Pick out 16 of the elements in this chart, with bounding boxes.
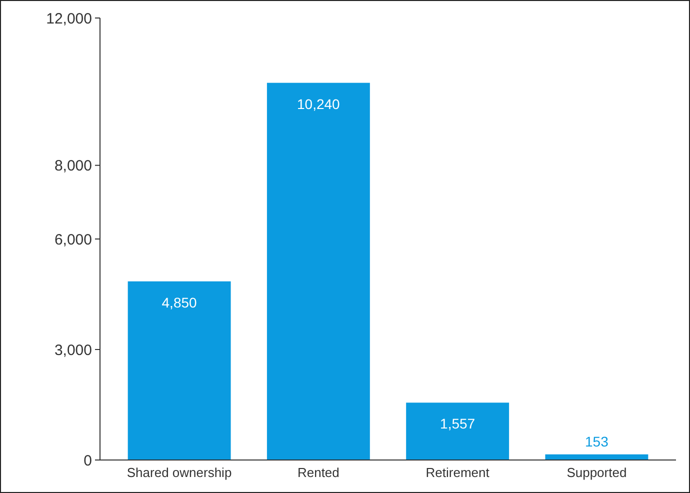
data-label: 153 xyxy=(585,433,609,450)
bar xyxy=(406,402,510,460)
bar xyxy=(266,82,370,460)
y-tick-label: 12,000 xyxy=(46,10,92,28)
data-label: 4,850 xyxy=(162,294,198,310)
y-tick-label: 0 xyxy=(84,452,92,470)
data-label: 10,240 xyxy=(297,96,340,112)
x-tick-label: Shared ownership xyxy=(126,465,232,480)
x-tick-label: Rented xyxy=(297,465,340,480)
x-tick-label: Retirement xyxy=(426,465,490,480)
y-tick-label: 8,000 xyxy=(54,158,92,175)
data-label: 1,557 xyxy=(440,416,476,432)
x-tick-label: Supported xyxy=(566,465,627,480)
y-tick-label: 6,000 xyxy=(54,231,92,248)
y-tick-label: 3,000 xyxy=(54,342,92,359)
bar xyxy=(128,281,231,460)
